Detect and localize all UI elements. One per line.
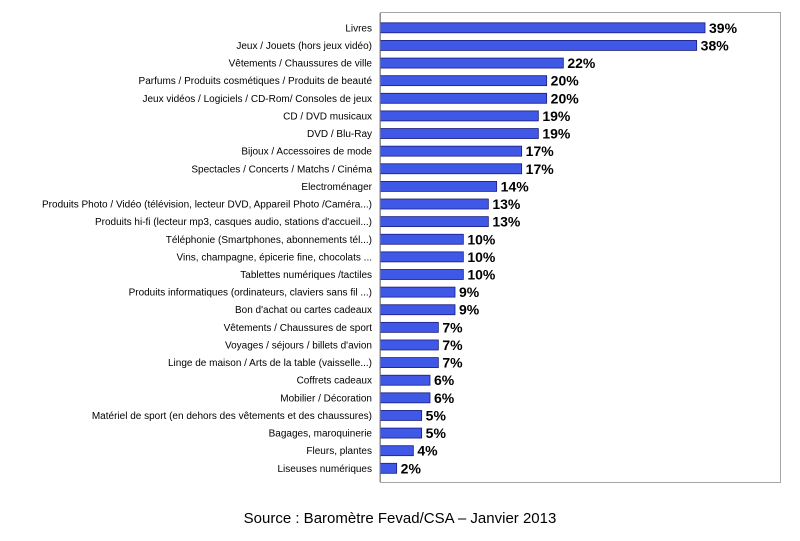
category-label: Matériel de sport (en dehors des vêtemen… [92, 411, 372, 422]
category-label: Bagages, maroquinerie [269, 429, 373, 440]
category-label: Vins, champagne, épicerie fine, chocolat… [177, 252, 372, 263]
value-label: 5% [426, 407, 447, 423]
value-label: 13% [492, 214, 521, 230]
value-label: 6% [434, 390, 455, 406]
bar [379, 145, 523, 157]
value-label: 22% [567, 55, 596, 71]
bar [379, 92, 548, 104]
bar [379, 374, 431, 386]
bar [379, 22, 706, 34]
bar [379, 110, 539, 122]
bar [379, 216, 489, 228]
category-label: Produits hi-fi (lecteur mp3, casques aud… [95, 217, 372, 228]
value-label: 19% [542, 126, 571, 142]
value-label: 14% [501, 178, 530, 194]
bar [379, 462, 398, 474]
bar [379, 75, 548, 87]
value-label: 17% [526, 161, 555, 177]
value-label: 2% [401, 460, 422, 476]
category-label: Produits informatiques (ordinateurs, cla… [129, 288, 372, 299]
category-label: Fleurs, plantes [306, 446, 372, 457]
bar [379, 180, 498, 192]
bar [379, 128, 539, 139]
value-label: 20% [551, 90, 580, 106]
bar [379, 357, 439, 368]
bar [379, 410, 423, 421]
bar [379, 304, 456, 316]
value-label: 38% [701, 37, 730, 53]
bar [379, 40, 698, 51]
value-label: 7% [442, 355, 463, 371]
category-label: CD / DVD musicaux [283, 111, 372, 122]
category-label: Téléphonie (Smartphones, abonnements tél… [166, 235, 372, 246]
bar [379, 163, 523, 175]
chart-plot-area [380, 12, 781, 483]
value-label: 7% [442, 319, 463, 335]
bar [379, 427, 423, 439]
category-label: Electroménager [301, 182, 372, 193]
category-label: Spectacles / Concerts / Matchs / Cinéma [191, 164, 372, 175]
bar [379, 269, 464, 280]
category-label: Linge de maison / Arts de la table (vais… [168, 358, 372, 369]
value-label: 4% [417, 443, 438, 459]
bar [379, 57, 564, 69]
category-label: Vêtements / Chaussures de ville [229, 59, 373, 70]
value-label: 7% [442, 337, 463, 353]
category-label: Livres [345, 23, 372, 34]
category-label: Bon d'achat ou cartes cadeaux [235, 305, 372, 316]
value-label: 9% [459, 284, 480, 300]
bar [379, 198, 489, 210]
category-label: Bijoux / Accessoires de mode [241, 147, 372, 158]
value-label: 10% [467, 249, 496, 265]
category-label: Vêtements / Chaussures de sport [224, 323, 373, 334]
category-label: Mobilier / Décoration [280, 393, 372, 404]
value-label: 20% [551, 73, 580, 89]
category-label: Jeux vidéos / Logiciels / CD-Rom/ Consol… [142, 94, 372, 105]
category-label: DVD / Blu-Ray [307, 129, 372, 140]
value-label: 10% [467, 266, 496, 282]
bar [379, 251, 464, 263]
category-label: Liseuses numériques [278, 464, 373, 475]
value-label: 13% [492, 196, 521, 212]
category-label: Tablettes numériques /tactiles [240, 270, 372, 281]
bar [379, 233, 464, 245]
value-label: 10% [467, 231, 496, 247]
source-note: Source : Baromètre Fevad/CSA – Janvier 2… [243, 510, 557, 527]
bar [379, 286, 456, 298]
category-label: Voyages / séjours / billets d'avion [225, 340, 372, 351]
bar [379, 392, 431, 404]
value-label: 39% [709, 20, 738, 36]
category-label: Jeux / Jouets (hors jeux vidéo) [236, 41, 372, 52]
value-label: 19% [542, 108, 571, 124]
bar [379, 339, 439, 351]
bar [379, 445, 414, 457]
bar [379, 321, 439, 333]
category-label: Parfums / Produits cosmétiques / Produit… [139, 76, 373, 87]
value-label: 5% [426, 425, 447, 441]
category-label: Coffrets cadeaux [297, 376, 372, 387]
value-label: 6% [434, 372, 455, 388]
category-label: Produits Photo / Vidéo (télévision, lect… [42, 200, 372, 211]
value-label: 9% [459, 302, 480, 318]
value-label: 17% [526, 143, 555, 159]
